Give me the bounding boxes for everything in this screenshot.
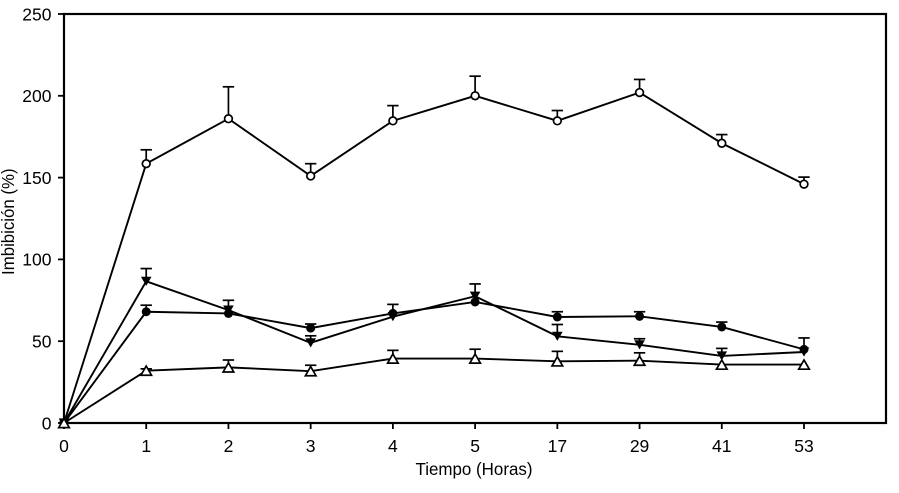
svg-text:17: 17 <box>548 436 567 456</box>
svg-text:Tiempo (Horas): Tiempo (Horas) <box>416 459 533 479</box>
svg-text:0: 0 <box>42 413 52 433</box>
svg-text:250: 250 <box>22 4 51 24</box>
svg-text:41: 41 <box>712 436 731 456</box>
svg-text:53: 53 <box>794 436 813 456</box>
svg-text:200: 200 <box>22 86 51 106</box>
svg-text:5: 5 <box>470 436 480 456</box>
svg-text:150: 150 <box>22 168 51 188</box>
svg-text:4: 4 <box>388 436 398 456</box>
svg-text:1: 1 <box>141 436 151 456</box>
svg-text:3: 3 <box>306 436 316 456</box>
svg-text:Imbibición (%): Imbibición (%) <box>0 168 18 275</box>
svg-text:50: 50 <box>32 332 52 352</box>
svg-text:0: 0 <box>59 436 69 456</box>
svg-text:29: 29 <box>630 436 649 456</box>
svg-text:100: 100 <box>22 250 51 270</box>
svg-text:2: 2 <box>224 436 234 456</box>
